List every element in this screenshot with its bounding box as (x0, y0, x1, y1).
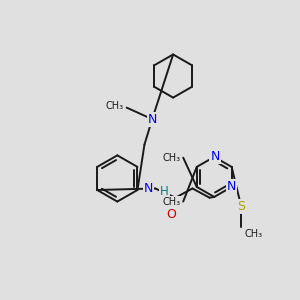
Text: CH₃: CH₃ (244, 229, 262, 239)
Text: N: N (227, 180, 236, 194)
Text: CH₃: CH₃ (163, 196, 181, 206)
Text: CH₃: CH₃ (163, 153, 181, 163)
Text: CH₃: CH₃ (105, 101, 124, 111)
Text: N: N (148, 113, 157, 126)
Text: N: N (144, 182, 153, 195)
Text: S: S (237, 200, 245, 213)
Text: H: H (160, 185, 169, 198)
Text: N: N (210, 150, 220, 164)
Text: O: O (166, 208, 176, 221)
